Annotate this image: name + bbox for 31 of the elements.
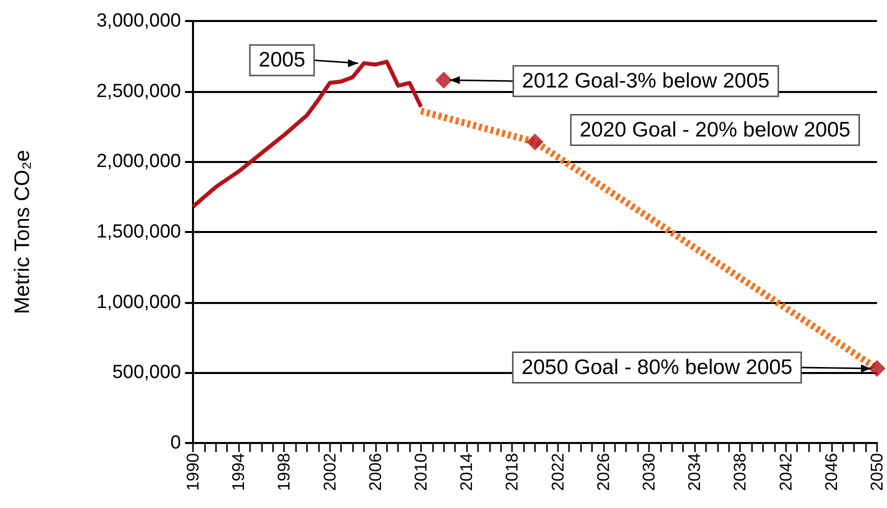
y-tick-label: 1,500,000 bbox=[96, 222, 181, 242]
y-tick-label: 500,000 bbox=[112, 362, 181, 384]
point bbox=[435, 72, 452, 89]
x-tick-label: 1990 bbox=[184, 453, 202, 491]
x-tick-label: 2010 bbox=[412, 453, 430, 491]
y-tick-label: 2,500,000 bbox=[96, 80, 181, 102]
x-tick-label: 2022 bbox=[548, 453, 568, 491]
y-tick-label: 0 bbox=[170, 432, 181, 454]
y-axis-title: Metric Tons CO₂e bbox=[11, 150, 34, 314]
x-tick-label: 2006 bbox=[366, 453, 385, 491]
x-tick-label: 2018 bbox=[502, 453, 522, 491]
x-tick-label: 1994 bbox=[229, 453, 248, 491]
x-tick-label: 2002 bbox=[320, 453, 340, 491]
x-tick-label: 2030 bbox=[640, 453, 658, 491]
x-tick-label: 1998 bbox=[274, 453, 294, 491]
x-tick-label: 2042 bbox=[776, 453, 796, 491]
y-tick-label: 3,000,000 bbox=[96, 10, 181, 32]
annotation: 2020 Goal - 20% below 2005 bbox=[580, 118, 850, 142]
annotation: 2050 Goal - 80% below 2005 bbox=[522, 356, 792, 379]
x-tick-label: 2038 bbox=[730, 453, 750, 491]
x-tick-label: 2050 bbox=[868, 453, 886, 491]
point bbox=[526, 133, 544, 150]
x-tick-label: 2014 bbox=[457, 453, 476, 491]
y-tick-label: 1,000,000 bbox=[96, 292, 181, 313]
x-tick-label: 2034 bbox=[685, 453, 704, 491]
y-tick-label: 2,000,000 bbox=[96, 151, 181, 172]
x-tick-label: 2046 bbox=[822, 453, 841, 491]
annotation: 2005 bbox=[258, 48, 306, 72]
x-tick-label: 2026 bbox=[594, 453, 613, 491]
point bbox=[868, 360, 886, 377]
annotation: 2012 Goal-3% below 2005 bbox=[522, 70, 770, 93]
